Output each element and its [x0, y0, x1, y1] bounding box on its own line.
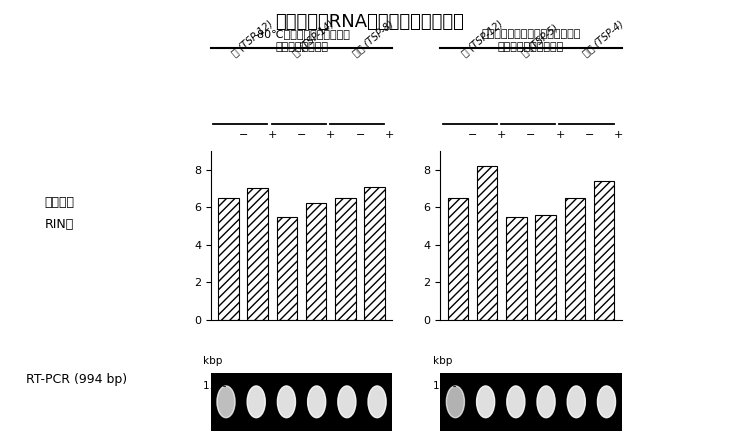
Text: −: − [355, 131, 365, 140]
Text: RT-PCR (994 bp): RT-PCR (994 bp) [26, 373, 127, 386]
Text: 大腸 (TSP-8): 大腸 (TSP-8) [351, 18, 396, 58]
Text: 容器による宅配便利用: 容器による宅配便利用 [498, 42, 564, 52]
Text: kbp: kbp [204, 356, 223, 366]
Text: 輸送方法のRNAの品質に対する影響: 輸送方法のRNAの品質に対する影響 [275, 13, 465, 32]
Ellipse shape [308, 386, 326, 418]
Text: +: + [268, 131, 277, 140]
Text: −: − [585, 131, 594, 140]
Text: +: + [385, 131, 394, 140]
Bar [277, 217, 297, 320]
Text: −: − [238, 131, 248, 140]
Ellipse shape [537, 386, 555, 418]
Bar [218, 198, 239, 320]
Text: 肝 (TSP-12): 肝 (TSP-12) [460, 18, 505, 58]
Text: 検体輸送: 検体輸送 [44, 195, 75, 209]
Text: +: + [497, 131, 506, 140]
Text: kbp: kbp [433, 356, 452, 366]
Text: 1.0 -: 1.0 - [433, 381, 457, 391]
Text: RIN値: RIN値 [44, 218, 74, 231]
Bar [335, 198, 356, 320]
Ellipse shape [597, 386, 616, 418]
Text: +: + [614, 131, 623, 140]
Text: +: + [556, 131, 565, 140]
Bar [306, 203, 326, 320]
Text: 1.0 -: 1.0 - [204, 381, 227, 391]
Bar [477, 166, 497, 320]
Ellipse shape [247, 386, 266, 418]
Bar [364, 186, 385, 320]
Ellipse shape [368, 386, 386, 418]
Text: −: − [468, 131, 477, 140]
Text: 胃 (TSP-5): 胃 (TSP-5) [520, 22, 560, 58]
Bar [565, 198, 585, 320]
Text: 大腸 (TSP-4): 大腸 (TSP-4) [580, 18, 625, 58]
Text: 肝 (TSP-12): 肝 (TSP-12) [230, 18, 275, 58]
Ellipse shape [217, 386, 235, 418]
Bar [593, 181, 614, 320]
Bar [506, 217, 527, 320]
Text: ドライアイス充填発泡スチロール: ドライアイス充填発泡スチロール [481, 29, 581, 39]
Bar [535, 215, 556, 320]
Ellipse shape [477, 386, 495, 418]
Text: −: − [297, 131, 306, 140]
Ellipse shape [567, 386, 585, 418]
Text: −: − [526, 131, 536, 140]
Text: +: + [326, 131, 335, 140]
Bar [247, 188, 268, 320]
Text: 専門運送業者利用: 専門運送業者利用 [275, 42, 328, 52]
Ellipse shape [278, 386, 295, 418]
Ellipse shape [337, 386, 356, 418]
Ellipse shape [507, 386, 525, 418]
Text: 胃 (TSP-14): 胃 (TSP-14) [291, 18, 335, 58]
Text: -80℃の温度保持を保証する: -80℃の温度保持を保証する [253, 29, 350, 39]
Bar [448, 198, 468, 320]
Ellipse shape [446, 386, 465, 418]
